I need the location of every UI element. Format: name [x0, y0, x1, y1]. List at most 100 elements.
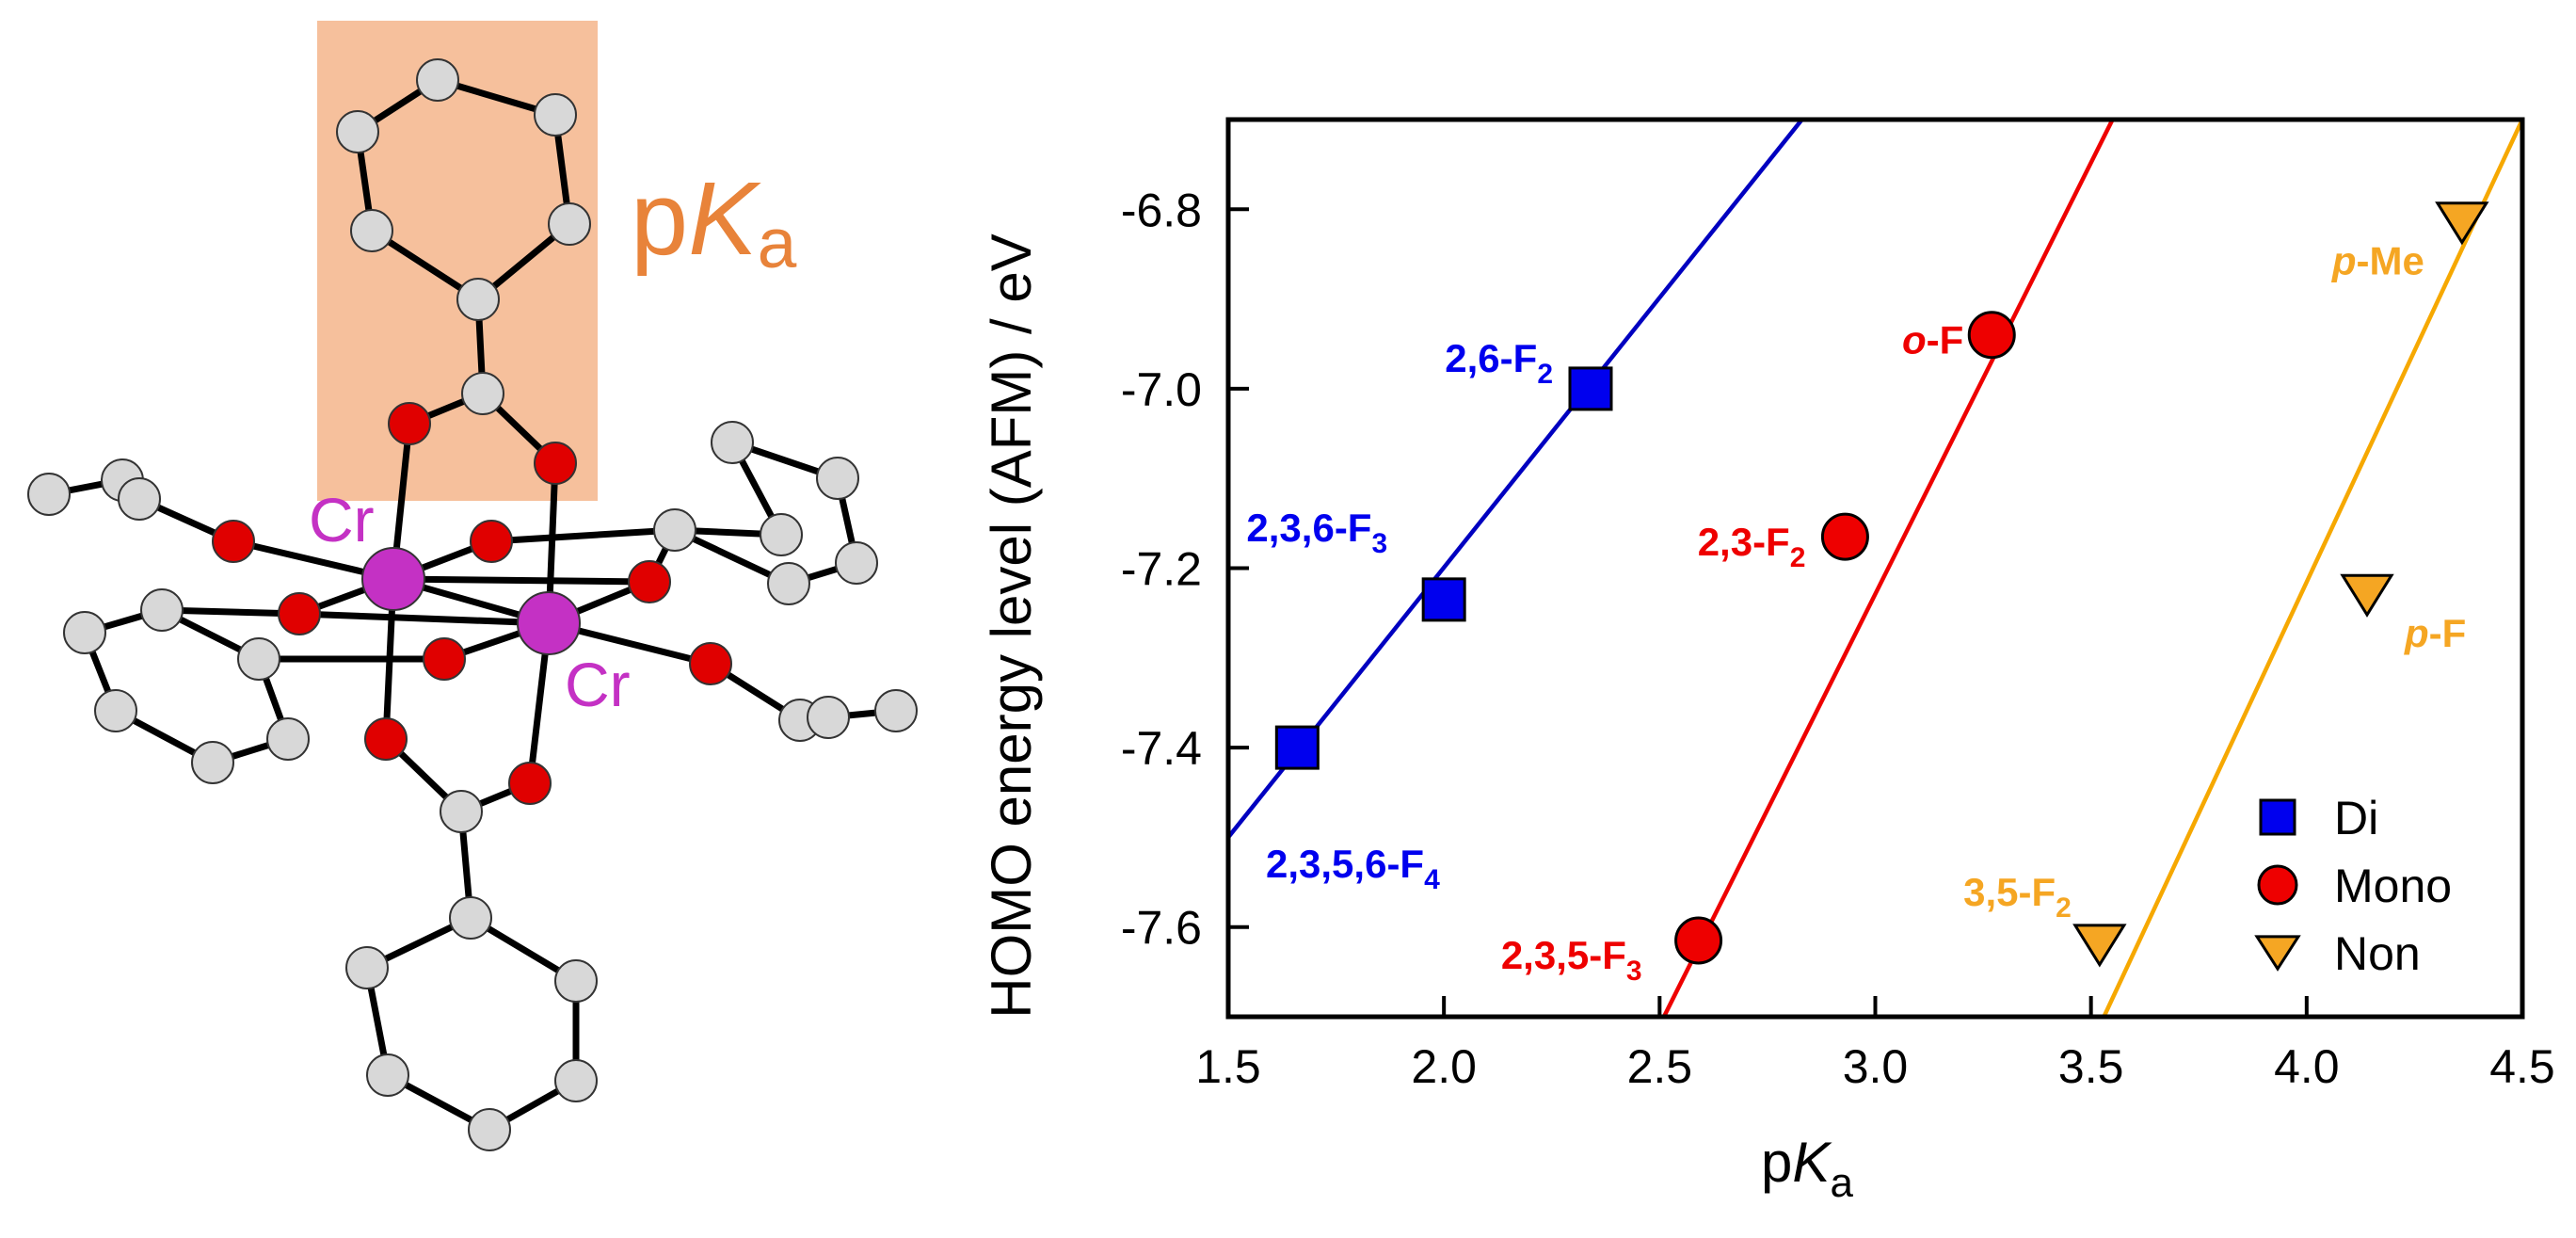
legend-label-mono: Mono: [2334, 860, 2452, 912]
fit-line-mono: [1661, 120, 2115, 1017]
data-markers: [1274, 201, 2489, 968]
x-axis: 1.5 2.0 2.5 3.0 3.5 4.0 4.5: [1195, 996, 2555, 1093]
y-axis-title: HOMO energy level (AFM) / eV: [980, 233, 1043, 1019]
carbon-atom: [807, 696, 850, 739]
oxygen-atom: [689, 642, 732, 685]
bond-line: [158, 606, 303, 618]
x-tick-label: 3.5: [2058, 1040, 2124, 1093]
carbon-atom: [554, 1059, 598, 1102]
legend-marker-mono: [2257, 864, 2298, 906]
x-tick-label: 2.5: [1627, 1040, 1693, 1093]
legend-marker-di: [2259, 798, 2296, 836]
pka-highlight-box: [317, 21, 598, 501]
carbon-atom: [345, 946, 389, 989]
carbon-atom: [653, 508, 696, 552]
carbon-atom: [760, 513, 803, 556]
oxygen-atom: [628, 560, 671, 603]
chromium-label-1: Cr: [309, 485, 375, 555]
data-point-non: [2435, 201, 2489, 246]
point-label: 2,3-F2: [1698, 520, 1806, 573]
point-label: p-F: [2404, 611, 2466, 655]
carbon-atom: [350, 209, 393, 252]
molecule-atoms: [27, 58, 918, 1151]
carbon-atom: [874, 689, 918, 732]
fit-line-di: [1228, 120, 1804, 839]
point-label: 3,5-F2: [1963, 870, 2072, 924]
point-label: 2,6-F2: [1445, 336, 1553, 390]
point-labels: 2,6-F2 2,3,6-F3 2,3,5,6-F4 o-F 2,3-F2 2,3,5-F…: [1246, 239, 2466, 987]
oxygen-atom: [470, 520, 513, 563]
x-tick-label: 3.0: [1843, 1040, 1909, 1093]
carbon-atom: [118, 477, 161, 521]
oxygen-atom: [364, 717, 408, 761]
carbon-atom: [440, 790, 483, 833]
molecule-illustration: pKa Cr Cr: [27, 21, 918, 1151]
carbon-atom: [416, 58, 459, 102]
y-tick-label: -7.4: [1121, 722, 1202, 775]
bond-line: [488, 526, 679, 545]
pka-highlight-label: pKa: [631, 161, 797, 282]
carbon-atom: [456, 278, 500, 321]
carbon-atom: [63, 611, 106, 654]
carbon-atom: [366, 1053, 409, 1097]
data-point-non: [2340, 573, 2394, 618]
oxygen-atom: [388, 402, 431, 445]
point-label: 2,3,5,6-F4: [1266, 842, 1440, 895]
point-label: 2,3,6-F3: [1246, 506, 1387, 559]
data-point-di: [1274, 725, 1320, 770]
chart: 1.5 2.0 2.5 3.0 3.5 4.0 4.5 -6.8 -7.0 -7.2 -7.4 -7…: [980, 117, 2555, 1206]
chromium-atom: [517, 591, 581, 655]
carbon-atom: [468, 1108, 511, 1151]
carbon-atom: [449, 896, 492, 940]
data-point-di: [1421, 577, 1466, 622]
y-tick-label: -7.0: [1121, 363, 1202, 416]
carbon-atom: [336, 110, 379, 153]
carbon-atom: [461, 372, 504, 415]
carbon-atom: [767, 562, 810, 605]
oxygen-atom: [508, 762, 552, 805]
data-point-di: [1568, 366, 1613, 411]
legend-marker-non: [2254, 935, 2301, 972]
chromium-label-2: Cr: [565, 650, 631, 719]
data-point-mono: [1820, 512, 1869, 561]
data-point-mono: [1967, 311, 2016, 360]
carbon-atom: [94, 689, 137, 732]
x-tick-label: 2.0: [1411, 1040, 1477, 1093]
carbon-atom: [237, 637, 280, 681]
point-label: p-Me: [2331, 239, 2424, 283]
data-point-non: [2072, 924, 2127, 968]
oxygen-atom: [278, 592, 321, 635]
oxygen-atom: [534, 442, 577, 485]
carbon-atom: [711, 421, 754, 464]
point-label: 2,3,5-F3: [1501, 933, 1642, 987]
carbon-atom: [27, 473, 71, 516]
point-label: o-F: [1902, 318, 1963, 362]
carbon-atom: [835, 541, 878, 585]
oxygen-atom: [423, 637, 466, 681]
carbon-atom: [534, 93, 577, 137]
y-axis: -6.8 -7.0 -7.2 -7.4 -7.6: [1121, 184, 1249, 955]
legend-label-non: Non: [2334, 927, 2421, 980]
x-tick-label: 4.5: [2489, 1040, 2555, 1093]
carbon-atom: [554, 959, 598, 1003]
x-axis-title: pKa: [1761, 1131, 1853, 1206]
y-tick-label: -7.6: [1121, 902, 1202, 955]
fit-line-non: [2102, 120, 2522, 1017]
y-tick-label: -7.2: [1121, 543, 1202, 596]
y-tick-label: -6.8: [1121, 184, 1202, 236]
oxygen-atom: [212, 520, 255, 563]
legend-label-di: Di: [2334, 792, 2378, 844]
carbon-atom: [266, 717, 310, 761]
legend: Di Mono Non: [2254, 792, 2452, 980]
bond-line: [296, 610, 552, 627]
carbon-atom: [548, 202, 591, 246]
x-tick-label: 1.5: [1195, 1040, 1261, 1093]
carbon-atom: [140, 588, 184, 632]
carbon-atom: [191, 741, 234, 784]
bond-line: [390, 575, 653, 586]
x-tick-label: 4.0: [2274, 1040, 2340, 1093]
chromium-atom: [361, 547, 425, 611]
fit-lines: [1228, 120, 2522, 1017]
carbon-atom: [816, 457, 859, 500]
